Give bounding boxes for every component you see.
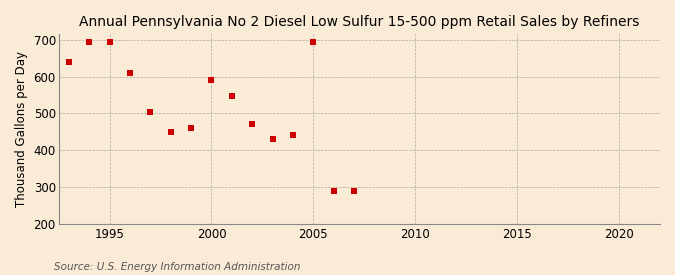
Point xyxy=(104,40,115,44)
Point xyxy=(165,130,176,134)
Point xyxy=(186,126,196,130)
Point xyxy=(308,40,319,44)
Point xyxy=(63,60,74,64)
Point xyxy=(349,189,360,193)
Point xyxy=(206,78,217,82)
Point xyxy=(247,122,258,127)
Point xyxy=(329,188,340,193)
Point xyxy=(288,133,298,138)
Point xyxy=(227,94,238,98)
Text: Source: U.S. Energy Information Administration: Source: U.S. Energy Information Administ… xyxy=(54,262,300,272)
Point xyxy=(267,137,278,141)
Point xyxy=(145,109,156,114)
Title: Annual Pennsylvania No 2 Diesel Low Sulfur 15-500 ppm Retail Sales by Refiners: Annual Pennsylvania No 2 Diesel Low Sulf… xyxy=(79,15,639,29)
Y-axis label: Thousand Gallons per Day: Thousand Gallons per Day xyxy=(15,51,28,207)
Point xyxy=(84,40,95,44)
Point xyxy=(125,71,136,75)
